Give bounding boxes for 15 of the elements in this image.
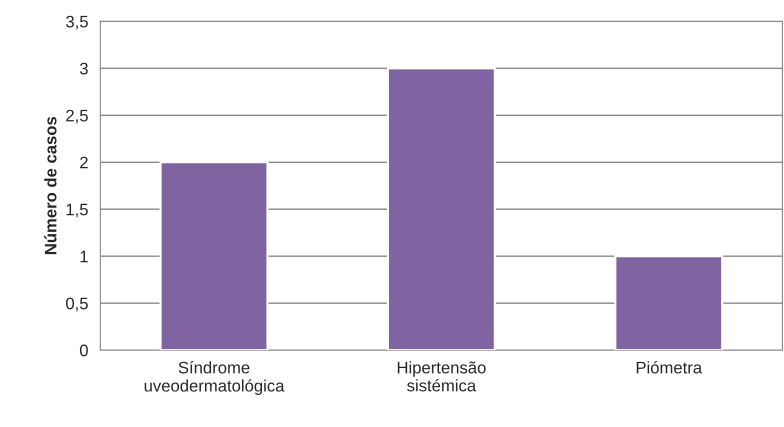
y-tick-label: 1,5 — [66, 204, 88, 218]
y-axis-title: Número de casos — [44, 116, 57, 254]
y-tick-label: 3 — [80, 62, 88, 75]
bar — [614, 255, 724, 350]
y-tick-label: 0 — [80, 344, 88, 356]
y-tick-label: 3,5 — [66, 16, 88, 30]
y-tick-label: 1 — [80, 250, 88, 262]
x-tick-label: Síndrome uveodermatológica — [144, 361, 284, 395]
bar — [160, 161, 269, 350]
y-tick-label: 0,5 — [66, 298, 88, 312]
y-tick-label: 2,5 — [66, 110, 88, 124]
x-tick-label: Hipertensão sistémica — [398, 361, 486, 392]
bar — [386, 67, 496, 350]
y-tick-label: 2 — [80, 156, 88, 168]
x-tick-label: Piómetra — [636, 361, 702, 374]
